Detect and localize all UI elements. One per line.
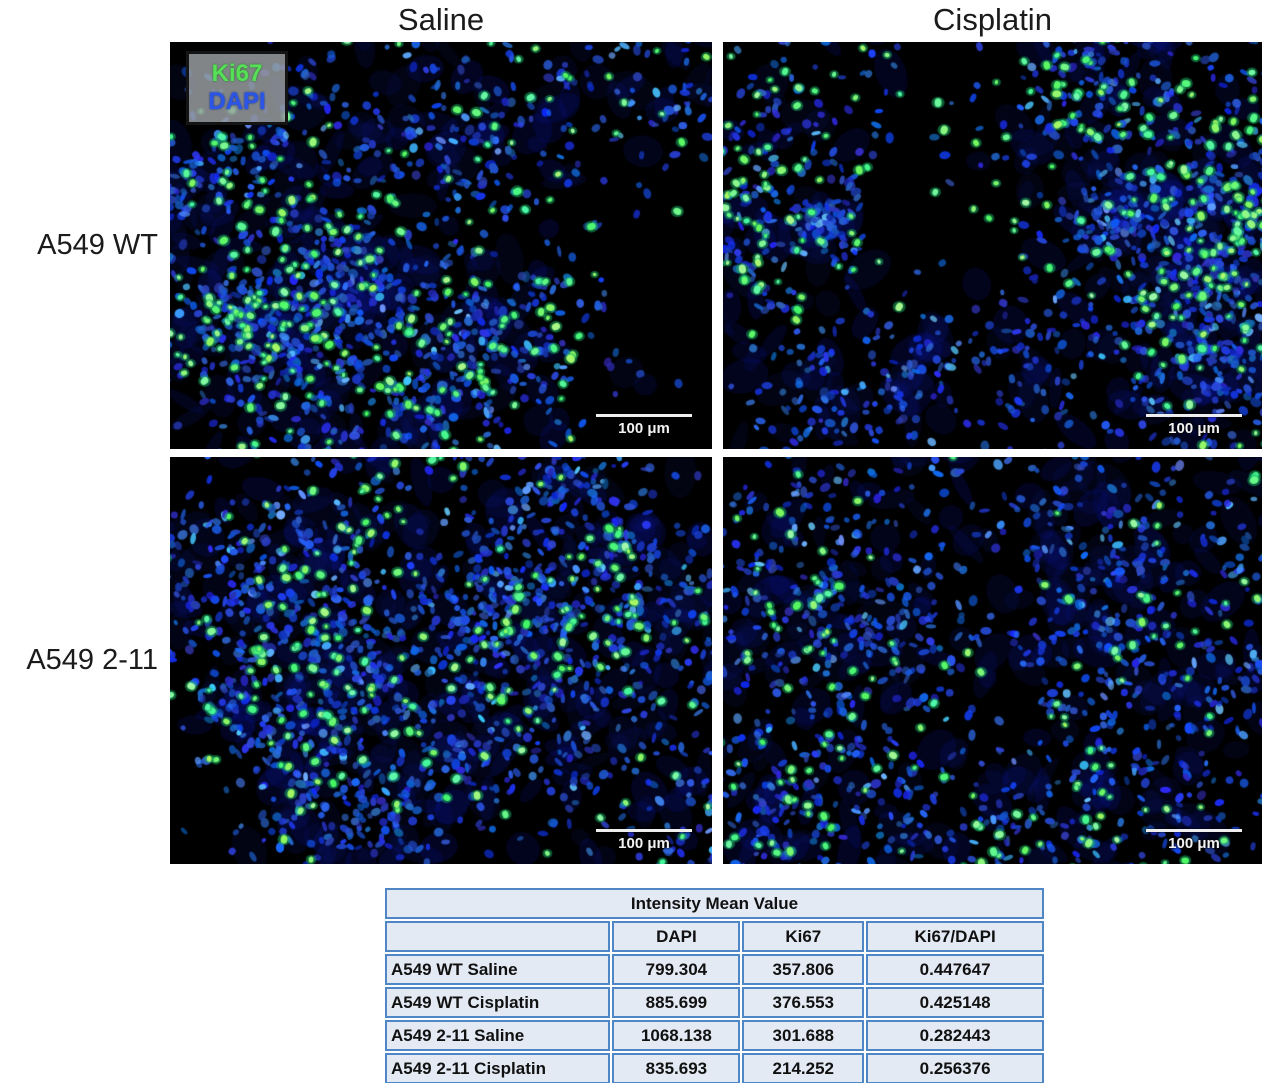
ki67-value: 357.806	[742, 954, 865, 985]
scale-bar-label: 100 μm	[618, 420, 670, 437]
dapi-value: 799.304	[612, 954, 741, 985]
scale-bar: 100 μm	[1146, 414, 1242, 437]
scale-bar-label: 100 μm	[1168, 420, 1220, 437]
dapi-value: 885.699	[612, 987, 741, 1018]
scale-bar: 100 μm	[1146, 829, 1242, 852]
micrograph-a549-2-11-cisplatin: 100 μm	[723, 457, 1262, 864]
scale-bar: 100 μm	[596, 829, 692, 852]
header-ki67-dapi: Ki67/DAPI	[866, 921, 1044, 952]
header-dapi: DAPI	[612, 921, 741, 952]
micrograph-canvas-2-11-cisplatin	[723, 457, 1262, 864]
table-row: A549 2-11 Cisplatin 835.693 214.252 0.25…	[385, 1053, 1044, 1083]
ki67-value: 301.688	[742, 1020, 865, 1051]
ratio-value: 0.425148	[866, 987, 1044, 1018]
row-label-a549-2-11: A549 2-11	[26, 644, 158, 676]
scale-bar-label: 100 μm	[1168, 835, 1220, 852]
header-ki67: Ki67	[742, 921, 865, 952]
table-header-row: DAPI Ki67 Ki67/DAPI	[385, 921, 1044, 952]
scale-bar-line	[596, 414, 692, 417]
column-title-saline: Saline	[397, 2, 485, 37]
micrograph-a549-2-11-saline: 100 μm	[170, 457, 712, 864]
micrograph-canvas-2-11-saline	[170, 457, 712, 864]
table-row: A549 WT Saline 799.304 357.806 0.447647	[385, 954, 1044, 985]
row-label-a549-wt: A549 WT	[37, 229, 158, 261]
micrograph-a549-wt-saline: Ki67 DAPI 100 μm	[170, 42, 712, 449]
dapi-legend-label: DAPI	[208, 88, 266, 115]
micrograph-a549-wt-cisplatin: 100 μm	[723, 42, 1262, 449]
row-label-cell: A549 2-11 Saline	[385, 1020, 611, 1051]
header-blank	[385, 921, 611, 952]
ratio-value: 0.447647	[866, 954, 1044, 985]
scale-bar-label: 100 μm	[618, 835, 670, 852]
ratio-value: 0.282443	[866, 1020, 1044, 1051]
scale-bar-line	[1146, 829, 1242, 832]
row-label-cell: A549 2-11 Cisplatin	[385, 1053, 611, 1083]
ki67-legend-label: Ki67	[211, 60, 263, 88]
ki67-value: 376.553	[742, 987, 865, 1018]
row-label-cell: A549 WT Cisplatin	[385, 987, 611, 1018]
dapi-value: 835.693	[612, 1053, 741, 1083]
scale-bar-line	[1146, 414, 1242, 417]
ki67-value: 214.252	[742, 1053, 865, 1083]
table-title: Intensity Mean Value	[385, 888, 1044, 919]
column-title-cisplatin: Cisplatin	[933, 2, 1052, 37]
table-row: A549 WT Cisplatin 885.699 376.553 0.4251…	[385, 987, 1044, 1018]
dapi-value: 1068.138	[612, 1020, 741, 1051]
intensity-table: Intensity Mean Value DAPI Ki67 Ki67/DAPI…	[383, 886, 1046, 1083]
ratio-value: 0.256376	[866, 1053, 1044, 1083]
intensity-mean-value-table: Intensity Mean Value DAPI Ki67 Ki67/DAPI…	[383, 886, 1046, 1083]
table-title-row: Intensity Mean Value	[385, 888, 1044, 919]
table-row: A549 2-11 Saline 1068.138 301.688 0.2824…	[385, 1020, 1044, 1051]
stain-legend: Ki67 DAPI	[186, 51, 288, 125]
micrograph-canvas-wt-cisplatin	[723, 42, 1262, 449]
row-label-cell: A549 WT Saline	[385, 954, 611, 985]
scale-bar-line	[596, 829, 692, 832]
scale-bar: 100 μm	[596, 414, 692, 437]
